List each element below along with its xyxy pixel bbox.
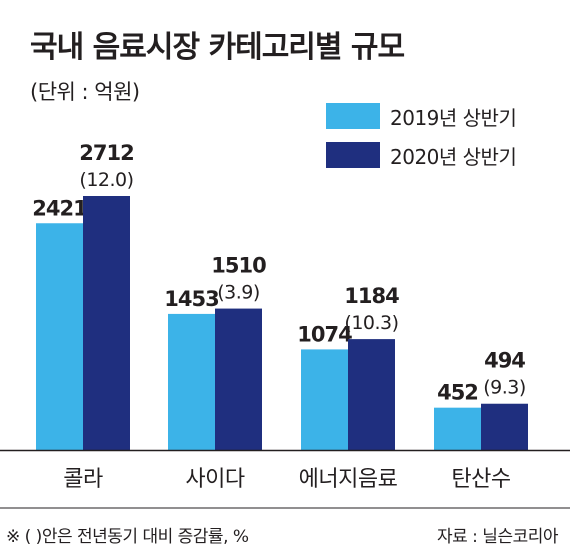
value-label-energy-2020: 1184 xyxy=(344,284,399,308)
value-label-cider-2020: 1510 xyxy=(211,254,266,278)
change-label-energy: (10.3) xyxy=(344,312,398,334)
legend-item-2020: 2020년 상반기 xyxy=(326,142,517,169)
bar-energy-2020 xyxy=(348,339,395,450)
change-label-cola: (12.0) xyxy=(79,169,133,191)
bar-sparkling-2020 xyxy=(481,403,528,450)
legend-label-2019: 2019년 상반기 xyxy=(390,105,517,130)
category-label-cola: 콜라 xyxy=(63,467,103,492)
legend-item-2019: 2019년 상반기 xyxy=(326,103,517,130)
legend-swatch-2020 xyxy=(326,142,380,168)
bar-cola-2019 xyxy=(36,223,83,450)
category-label-energy: 에너지음료 xyxy=(299,467,398,492)
value-label-cola-2020: 2712 xyxy=(79,141,133,165)
category-label-cider: 사이다 xyxy=(185,467,244,492)
change-label-cider: (3.9) xyxy=(217,282,260,304)
source-note: 자료 : 닐슨코리아 xyxy=(436,527,559,547)
chart-title: 국내 음료시장 카테고리별 규모 xyxy=(30,30,405,65)
legend-swatch-2019 xyxy=(326,103,380,129)
bar-energy-2019 xyxy=(301,349,348,450)
bar-cider-2020 xyxy=(215,308,262,450)
bar-cider-2019 xyxy=(168,313,215,450)
category-label-sparkling: 탄산수 xyxy=(451,467,510,492)
footnote: ※ ( )안은 전년동기 대비 증감률, % xyxy=(6,527,249,547)
legend-label-2020: 2020년 상반기 xyxy=(390,144,517,169)
value-label-cola-2019: 2421 xyxy=(32,196,87,220)
legend: 2019년 상반기 2020년 상반기 xyxy=(326,103,517,181)
change-label-sparkling: (9.3) xyxy=(483,377,526,399)
bar-sparkling-2019 xyxy=(434,407,481,450)
bar-cola-2020 xyxy=(83,196,130,450)
value-label-sparkling-2020: 494 xyxy=(484,349,525,373)
value-label-cider-2019: 1453 xyxy=(164,287,218,311)
unit-label: (단위 : 억원) xyxy=(30,80,140,104)
value-label-sparkling-2019: 452 xyxy=(437,381,478,405)
value-label-energy-2019: 1074 xyxy=(297,322,352,346)
